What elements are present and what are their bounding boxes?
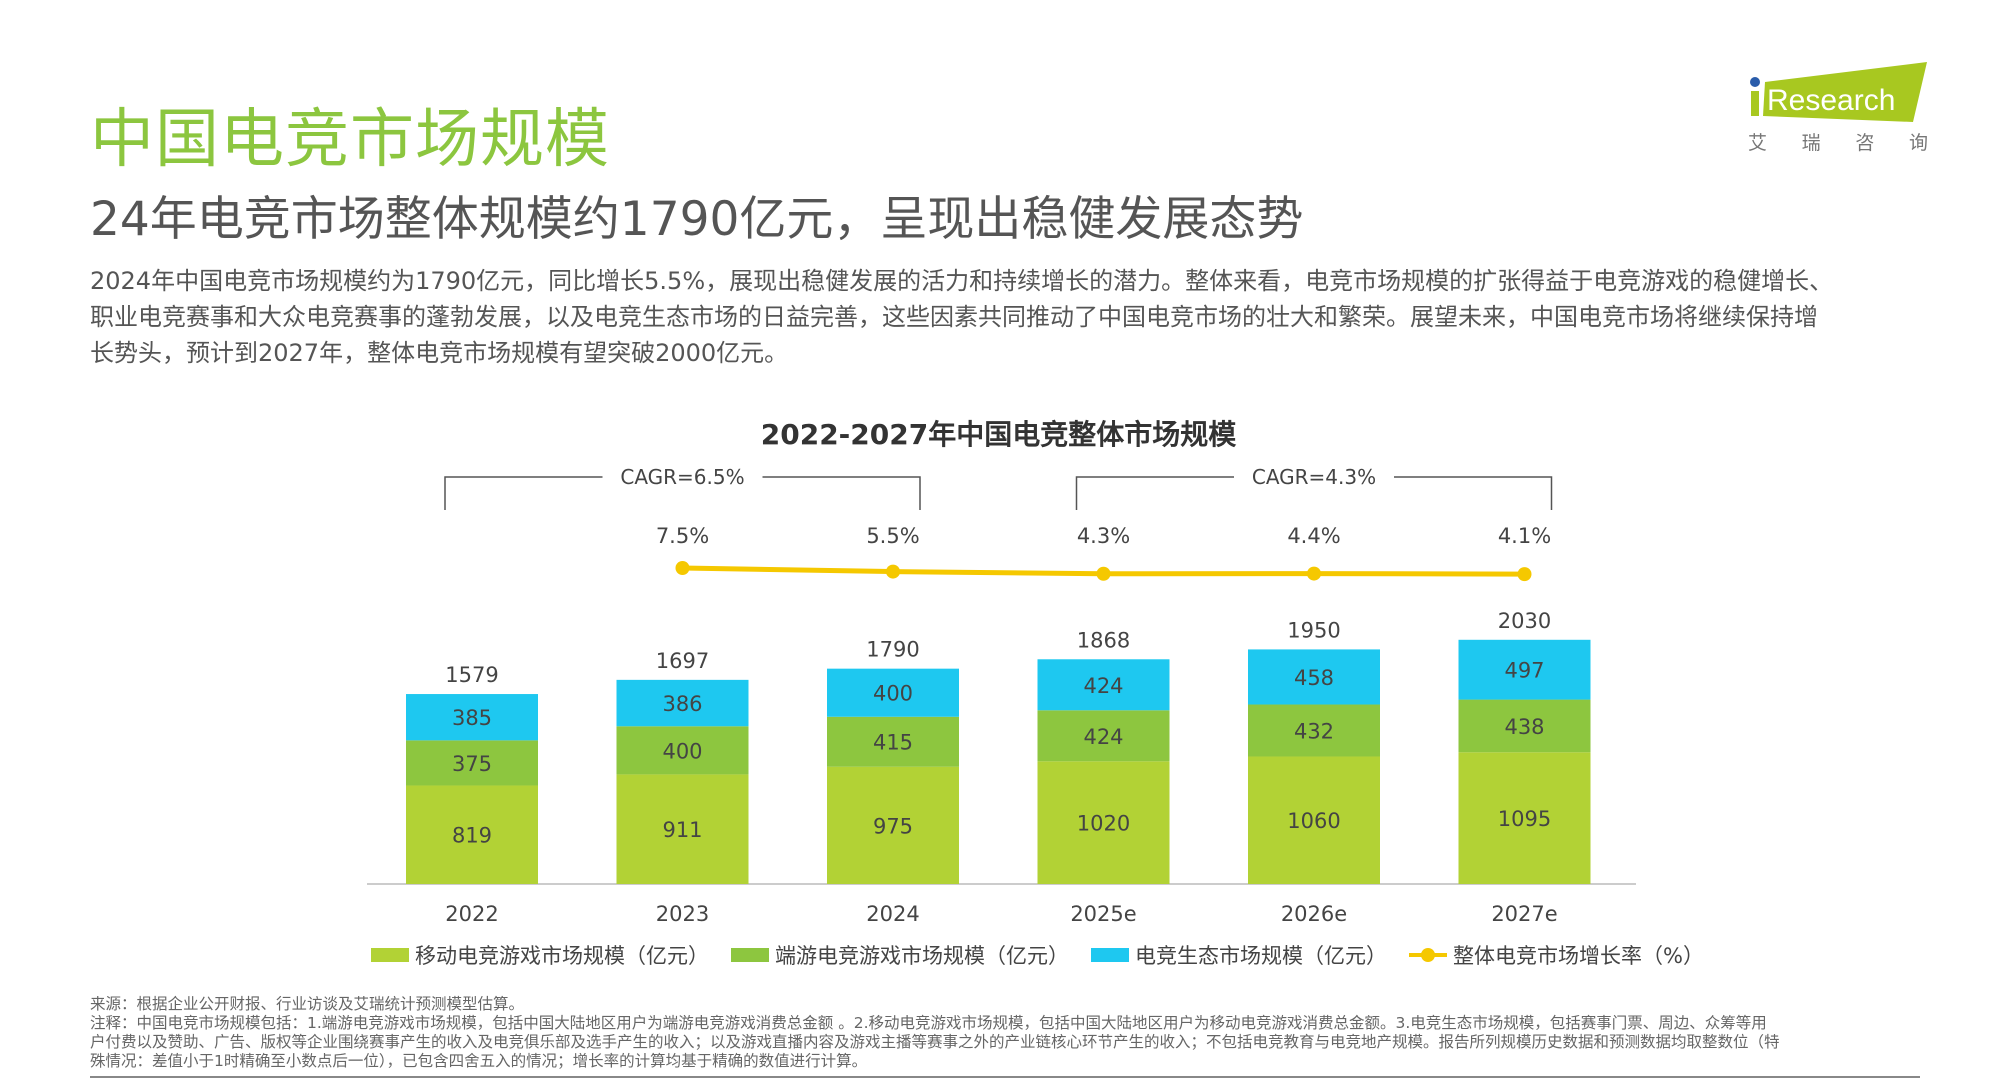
growth-rate-point xyxy=(1517,567,1532,582)
data-label: 375 xyxy=(452,752,492,776)
legend-label: 端游电竞游戏市场规模（亿元） xyxy=(775,944,1069,968)
growth-rate-label: 4.3% xyxy=(1077,524,1130,548)
x-tick-label: 2027e xyxy=(1491,902,1557,926)
x-tick-label: 2024 xyxy=(866,902,919,926)
page-subtitle: 24年电竞市场整体规模约1790亿元，呈现出稳健发展态势 xyxy=(90,192,1304,247)
footer-divider xyxy=(90,1076,1920,1078)
data-label: 415 xyxy=(873,731,913,755)
growth-rate-point xyxy=(1307,566,1321,581)
data-label: 424 xyxy=(1083,674,1123,698)
growth-rate-point xyxy=(675,561,690,575)
bar-segment xyxy=(827,668,959,717)
x-tick-label: 2022 xyxy=(445,902,498,926)
data-label: 1020 xyxy=(1077,812,1130,836)
total-label: 1579 xyxy=(445,663,498,687)
growth-rate-label: 5.5% xyxy=(866,524,919,548)
cagr-label: CAGR=4.3% xyxy=(1252,465,1376,489)
bar-segment xyxy=(1248,756,1380,884)
data-label: 1060 xyxy=(1287,809,1340,833)
logo-char: 艾 xyxy=(1748,132,1768,154)
paragraph-line: 职业电竞赛事和大众电竞赛事的蓬勃发展，以及电竞生态市场的日益完善，这些因素共同推… xyxy=(90,303,1818,331)
bar-segment xyxy=(1037,710,1170,762)
data-label: 386 xyxy=(662,692,702,716)
bar-segment xyxy=(616,679,749,727)
logo-char: 咨 xyxy=(1855,132,1875,154)
growth-rate-point xyxy=(1096,566,1111,581)
cagr-bracket xyxy=(1075,476,1553,510)
data-label: 400 xyxy=(662,739,702,763)
total-label: 1868 xyxy=(1077,628,1130,652)
logo-subtitle: 艾 瑞 咨 询 xyxy=(1748,128,1928,155)
legend-item-ecosystem: 电竞生态市场规模（亿元） xyxy=(1091,940,1387,970)
legend-line-swatch xyxy=(1409,948,1447,962)
total-label: 2030 xyxy=(1498,609,1551,633)
growth-rate-point xyxy=(886,564,900,579)
footnote-line: 注释：中国电竞市场规模包括：1.端游电竞游戏市场规模，包括中国大陆地区用户为端游… xyxy=(90,1014,1767,1032)
bar-segment xyxy=(1458,639,1591,700)
data-label: 385 xyxy=(452,706,492,730)
data-label: 458 xyxy=(1294,666,1334,690)
total-label: 1950 xyxy=(1287,618,1340,642)
footnote-line: 殊情况：差值小于1时精确至小数点后一位），已包含四舍五入的情况；增长率的计算均基… xyxy=(90,1052,868,1070)
legend-label: 移动电竞游戏市场规模（亿元） xyxy=(415,944,709,968)
logo-char: 瑞 xyxy=(1801,132,1821,154)
iresearch-logo: Research xyxy=(1750,62,1927,122)
bar-segment xyxy=(1037,659,1170,711)
svg-text:Research: Research xyxy=(1767,84,1895,117)
footnote-line: 户付费以及赞助、广告、版权等企业围绕赛事产生的收入及电竞俱乐部及选手产生的收入；… xyxy=(90,1033,1780,1051)
growth-rate-label: 4.1% xyxy=(1498,524,1551,548)
x-tick-label: 2023 xyxy=(656,902,709,926)
footnote: 来源：根据企业公开财报、行业访谈及艾瑞统计预测模型估算。 注释：中国电竞市场规模… xyxy=(90,995,1780,1071)
bar-segment xyxy=(1458,752,1591,884)
page-title: 中国电竞市场规模 xyxy=(90,103,610,177)
data-label: 432 xyxy=(1294,719,1334,743)
bar-segment xyxy=(1248,649,1380,705)
data-label: 400 xyxy=(873,682,913,706)
bar-segment xyxy=(827,766,959,884)
bar-segment xyxy=(616,726,749,775)
chart-title: 2022-2027年中国电竞整体市场规模 xyxy=(760,418,1237,451)
legend-swatch xyxy=(371,948,409,962)
bar-segment xyxy=(406,740,538,786)
paragraph-line: 长势头，预计到2027年，整体电竞市场规模有望突破2000亿元。 xyxy=(90,339,789,367)
bar-segment xyxy=(406,694,538,741)
data-label: 497 xyxy=(1504,659,1544,683)
bar-segment xyxy=(1458,699,1591,753)
data-label: 819 xyxy=(452,824,492,848)
legend-label: 电竞生态市场规模（亿元） xyxy=(1135,944,1387,968)
data-label: 424 xyxy=(1083,725,1123,749)
data-label: 438 xyxy=(1504,715,1544,739)
legend-item-mobile: 移动电竞游戏市场规模（亿元） xyxy=(371,940,709,970)
x-tick-label: 2026e xyxy=(1281,902,1347,926)
bar-segment xyxy=(1037,761,1170,884)
chart-legend: 移动电竞游戏市场规模（亿元） 端游电竞游戏市场规模（亿元） 电竞生态市场规模（亿… xyxy=(371,940,1726,970)
x-tick-label: 2025e xyxy=(1070,902,1136,926)
logo-char: 询 xyxy=(1908,132,1928,154)
growth-rate-label: 4.4% xyxy=(1287,524,1340,548)
legend-swatch xyxy=(731,948,769,962)
total-label: 1697 xyxy=(656,649,709,673)
data-label: 911 xyxy=(662,818,702,842)
summary-paragraph: 2024年中国电竞市场规模约为1790亿元，同比增长5.5%，展现出稳健发展的活… xyxy=(90,263,1833,371)
cagr-bracket xyxy=(444,476,921,510)
total-label: 1790 xyxy=(866,638,919,662)
bar-segment xyxy=(1248,704,1380,757)
legend-swatch xyxy=(1091,948,1129,962)
data-label: 1095 xyxy=(1498,807,1551,831)
bar-segment xyxy=(616,774,749,884)
bar-segment xyxy=(827,716,959,767)
legend-item-growth: 整体电竞市场增长率（%） xyxy=(1409,940,1704,970)
bar-segment xyxy=(406,785,538,884)
legend-item-pc: 端游电竞游戏市场规模（亿元） xyxy=(731,940,1069,970)
paragraph-line: 2024年中国电竞市场规模约为1790亿元，同比增长5.5%，展现出稳健发展的活… xyxy=(90,267,1834,295)
legend-label: 整体电竞市场增长率（%） xyxy=(1453,944,1704,968)
cagr-label: CAGR=6.5% xyxy=(620,465,744,489)
growth-rate-label: 7.5% xyxy=(656,524,709,548)
data-label: 975 xyxy=(873,814,913,838)
footnote-line: 来源：根据企业公开财报、行业访谈及艾瑞统计预测模型估算。 xyxy=(90,995,525,1013)
